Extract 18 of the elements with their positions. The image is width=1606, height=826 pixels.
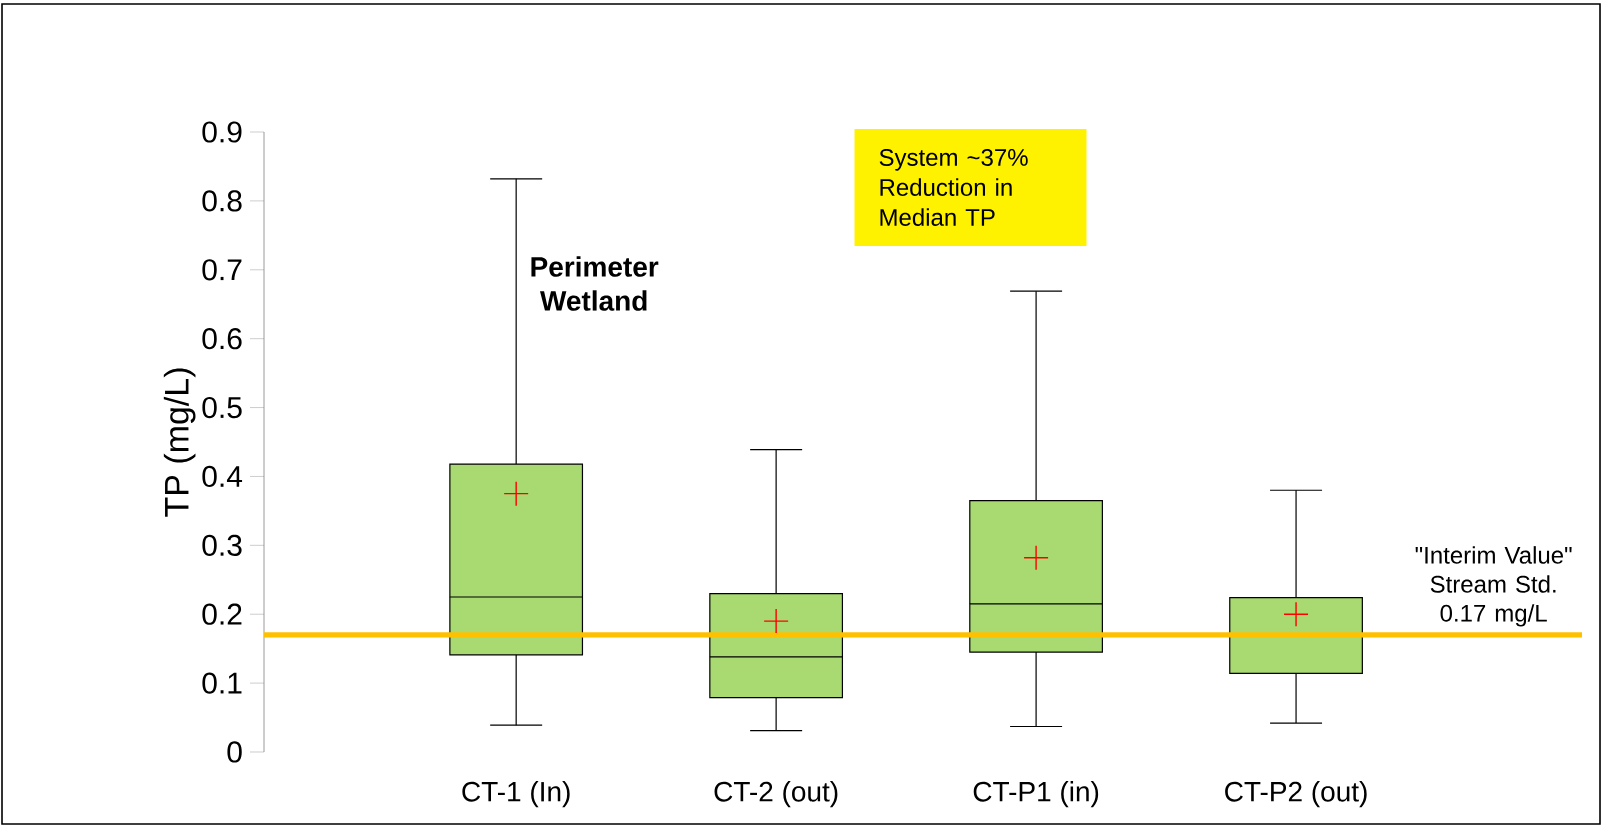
y-tick-label: 0.2 — [202, 603, 242, 625]
annotation: System ~37% Reduction in Median TP — [879, 148, 1028, 226]
x-tick-label: CT-P1 (in) — [973, 781, 1099, 808]
y-axis-title: TP (mg/L) — [163, 368, 196, 517]
y-tick-label: 0.5 — [202, 396, 242, 419]
y-tick-label: 0.3 — [202, 534, 242, 556]
y-tick-label: 0.6 — [202, 328, 242, 350]
ref-line-label: "Interim Value" Stream Std. 0.17 mg/L — [1415, 546, 1572, 627]
y-tick-label: 0.4 — [202, 465, 243, 488]
y-tick-label: 0.1 — [202, 672, 242, 694]
x-tick-label: CT-P2 (out) — [1225, 781, 1367, 808]
y-tick-label: 0 — [227, 741, 242, 763]
y-tick-label: 0.9 — [202, 121, 242, 143]
annotation: Perimeter Wetland — [531, 256, 659, 311]
y-tick-label: 0.7 — [202, 259, 242, 281]
x-tick-label: CT-2 (out) — [714, 781, 838, 808]
x-tick-label: CT-1 (In) — [462, 781, 570, 808]
y-tick-label: 0.8 — [202, 190, 242, 212]
